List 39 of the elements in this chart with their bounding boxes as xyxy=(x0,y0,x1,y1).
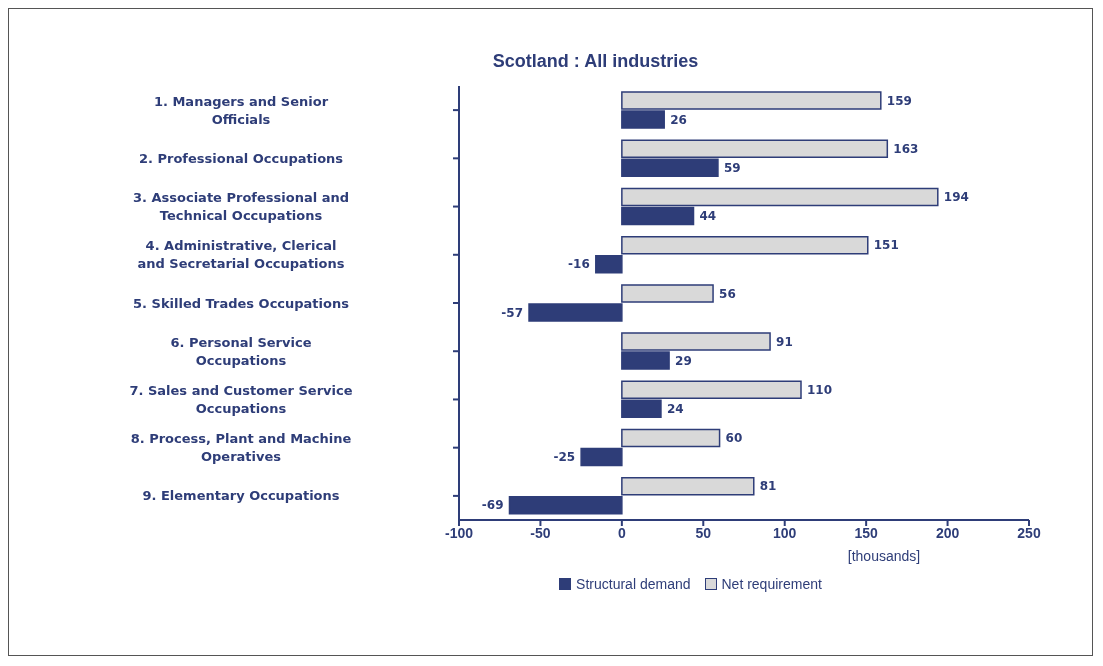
x-tick-label: 200 xyxy=(935,524,960,541)
data-label: 194 xyxy=(943,190,969,205)
legend-label: Net requirement xyxy=(720,576,822,592)
x-tick-label: 250 xyxy=(1017,524,1041,541)
data-label: 59 xyxy=(723,160,741,175)
data-label: 81 xyxy=(759,479,777,494)
data-label: 26 xyxy=(670,112,687,127)
data-label: 163 xyxy=(893,141,919,156)
data-label: 91 xyxy=(776,334,793,349)
chart-title: Scotland : All industries xyxy=(491,51,700,72)
y-tick-label: 6. Personal Service Occupations xyxy=(170,334,312,368)
data-label: 44 xyxy=(699,209,717,224)
x-tick-label: -50 xyxy=(530,524,551,541)
data-label: 56 xyxy=(719,286,736,301)
y-tick-label: 8. Process, Plant and Machine Operatives xyxy=(130,431,352,465)
y-tick-label: 9. Elementary Occupations xyxy=(142,488,340,504)
y-tick-label: 4. Administrative, Clerical and Secretarial Occupations xyxy=(137,238,345,272)
data-label: 60 xyxy=(725,431,743,446)
data-label: 110 xyxy=(807,383,833,398)
x-tick-label: 0 xyxy=(617,524,626,541)
x-tick-label: 150 xyxy=(854,524,879,541)
y-tick-label: 3. Associate Professional and Technical Occupations xyxy=(132,190,350,224)
legend-label: Structural demand xyxy=(575,576,691,592)
y-tick-label: 2. Professional Occupations xyxy=(138,150,344,166)
x-tick-label: -100 xyxy=(444,524,474,541)
data-label: 151 xyxy=(873,238,899,253)
x-axis-title: [thousands] xyxy=(847,548,921,564)
data-label: -25 xyxy=(553,450,576,465)
x-tick-label: 100 xyxy=(773,524,797,541)
y-tick-label: 1. Managers and Senior Officials xyxy=(153,93,329,127)
x-tick-label: 50 xyxy=(695,524,712,541)
data-label: -57 xyxy=(501,305,524,320)
data-label: 24 xyxy=(666,402,684,417)
y-tick-label: 5. Skilled Trades Occupations xyxy=(133,295,350,311)
data-label: -69 xyxy=(481,498,504,513)
y-tick-label: 7. Sales and Customer Service Occupations xyxy=(129,382,353,416)
data-label: 159 xyxy=(886,93,912,108)
data-label: -16 xyxy=(568,257,590,272)
data-label: 29 xyxy=(675,353,692,368)
